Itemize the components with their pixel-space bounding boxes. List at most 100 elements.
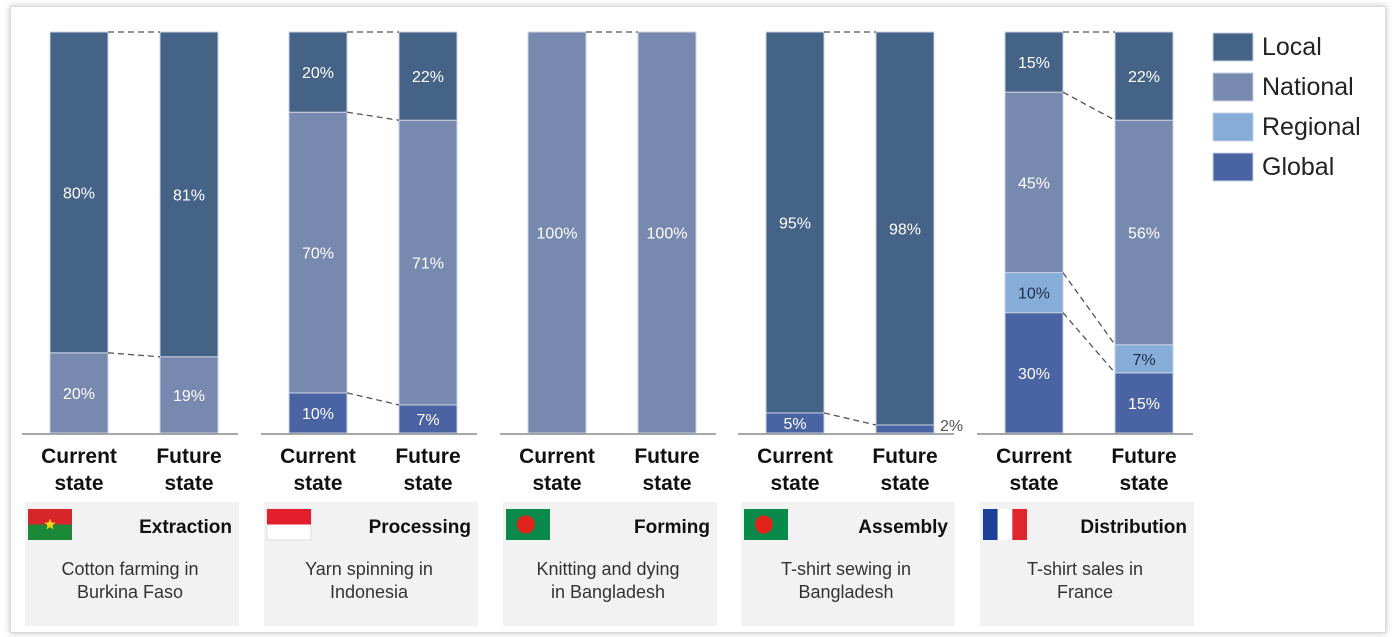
legend-swatch-global bbox=[1212, 152, 1254, 182]
legend-swatch-regional bbox=[1212, 112, 1254, 142]
connector-line bbox=[823, 412, 877, 426]
connector-line bbox=[1062, 91, 1116, 121]
bar-segment-future-local bbox=[875, 31, 935, 426]
tick-label-future: state bbox=[642, 472, 691, 495]
data-label-current-national: 100% bbox=[537, 226, 578, 243]
tick-label-current: state bbox=[293, 472, 342, 495]
bar-segment-future-global bbox=[1114, 372, 1174, 434]
data-label-current-global: 10% bbox=[302, 406, 334, 423]
bar-segment-current-local bbox=[49, 31, 109, 354]
stage-title: Forming bbox=[634, 517, 710, 538]
data-label-future-local: 22% bbox=[412, 69, 444, 86]
data-label-current-national: 45% bbox=[1018, 175, 1050, 192]
data-label-current-local: 95% bbox=[779, 215, 811, 232]
panel-assembly: 5% 95% 2% 98% Current state Future state Assembl… bbox=[738, 31, 963, 626]
data-label-current-local: 20% bbox=[302, 65, 334, 82]
panel-distribution: 30% 10% 45% 15% 15% 7% 56% 22% Current state Futur… bbox=[977, 31, 1194, 626]
legend-label-local: Local bbox=[1262, 33, 1322, 61]
panel-processing: 10% 70% 20% 7% 71% 22% Current state Future state… bbox=[261, 31, 478, 626]
bar-segment-current-global bbox=[288, 392, 348, 434]
stage-title: Processing bbox=[369, 517, 471, 538]
data-label-future-global: 7% bbox=[416, 412, 439, 429]
tick-label-current: state bbox=[54, 472, 103, 495]
data-label-current-global: 5% bbox=[783, 416, 806, 433]
connector-line bbox=[346, 392, 400, 406]
tick-label-current: state bbox=[1009, 472, 1058, 495]
bar-segment-current-national bbox=[49, 352, 109, 434]
tick-label-future: Future bbox=[634, 445, 699, 468]
stage-description: Bangladesh bbox=[798, 582, 893, 602]
tick-label-future: Future bbox=[1111, 445, 1176, 468]
stage-description: T-shirt sewing in bbox=[781, 559, 911, 579]
bar-segment-future-national bbox=[398, 119, 458, 406]
tick-label-current: Current bbox=[280, 445, 356, 468]
flag-stripe bbox=[28, 524, 72, 540]
tick-label-future: state bbox=[403, 472, 452, 495]
flag-disc bbox=[754, 515, 773, 534]
bar-segment-future-national bbox=[159, 356, 219, 434]
data-label-future-national: 71% bbox=[412, 256, 444, 273]
data-label-future-national: 19% bbox=[173, 388, 205, 405]
tick-label-current: Current bbox=[519, 445, 595, 468]
stage-description: Indonesia bbox=[330, 582, 409, 602]
legend-label-national: National bbox=[1262, 73, 1354, 101]
connector-line bbox=[1062, 312, 1116, 374]
stage-description: Cotton farming in bbox=[61, 559, 198, 579]
flag-stripe bbox=[983, 509, 998, 540]
bar-segment-current-local bbox=[765, 31, 825, 414]
tick-label-current: state bbox=[770, 472, 819, 495]
flag-stripe bbox=[28, 509, 72, 525]
legend-label-global: Global bbox=[1262, 153, 1334, 181]
bar-segment-current-local bbox=[1004, 31, 1064, 93]
tick-label-future: Future bbox=[872, 445, 937, 468]
legend-label-regional: Regional bbox=[1262, 113, 1361, 141]
data-label-current-regional: 10% bbox=[1018, 286, 1050, 303]
legend: Local National Regional Global bbox=[1212, 32, 1361, 182]
tick-label-current: Current bbox=[41, 445, 117, 468]
connector-line bbox=[1062, 272, 1116, 346]
data-label-current-national: 20% bbox=[63, 386, 95, 403]
bar-segment-current-national bbox=[527, 31, 587, 434]
data-label-future-local: 81% bbox=[173, 187, 205, 204]
tick-label-current: state bbox=[532, 472, 581, 495]
bar-segment-current-national bbox=[288, 111, 348, 394]
bar-segment-future-global bbox=[875, 424, 935, 434]
panel-forming: 100% 100% Current state Future state Forming Kn… bbox=[500, 31, 717, 626]
tick-label-future: state bbox=[164, 472, 213, 495]
stage-description: in Bangladesh bbox=[551, 582, 665, 602]
data-label-current-local: 15% bbox=[1018, 55, 1050, 72]
bar-segment-current-national bbox=[1004, 91, 1064, 274]
bar-segment-current-local bbox=[288, 31, 348, 113]
tick-label-future: Future bbox=[156, 445, 221, 468]
flag-stripe bbox=[267, 509, 311, 525]
stage-title: Assembly bbox=[858, 517, 948, 538]
data-label-future-local: 98% bbox=[889, 221, 921, 238]
tick-label-current: Current bbox=[757, 445, 833, 468]
stage-description: Burkina Faso bbox=[77, 582, 183, 602]
stage-title: Distribution bbox=[1080, 517, 1187, 538]
connector-line bbox=[346, 111, 400, 121]
legend-swatch-local bbox=[1212, 32, 1254, 62]
flag-stripe bbox=[1012, 509, 1027, 540]
data-label-current-local: 80% bbox=[63, 185, 95, 202]
bar-segment-future-local bbox=[398, 31, 458, 121]
stage-title: Extraction bbox=[139, 517, 232, 538]
stage-description: Knitting and dying bbox=[536, 559, 679, 579]
tick-label-future: Future bbox=[395, 445, 460, 468]
data-label-future-local: 22% bbox=[1128, 69, 1160, 86]
connector-line bbox=[107, 352, 161, 358]
data-label-current-global: 30% bbox=[1018, 366, 1050, 383]
bar-segment-future-regional bbox=[1114, 344, 1174, 374]
bar-segment-future-local bbox=[159, 31, 219, 358]
bar-segment-future-national bbox=[637, 31, 697, 434]
bar-segment-future-national bbox=[1114, 119, 1174, 346]
tick-label-current: Current bbox=[996, 445, 1072, 468]
legend-swatch-national bbox=[1212, 72, 1254, 102]
flag-star bbox=[44, 518, 56, 530]
data-label-future-national: 56% bbox=[1128, 226, 1160, 243]
data-label-future-regional: 7% bbox=[1132, 352, 1155, 369]
data-label-future-global: 15% bbox=[1128, 396, 1160, 413]
tick-label-future: state bbox=[880, 472, 929, 495]
flag-stripe bbox=[997, 509, 1013, 540]
